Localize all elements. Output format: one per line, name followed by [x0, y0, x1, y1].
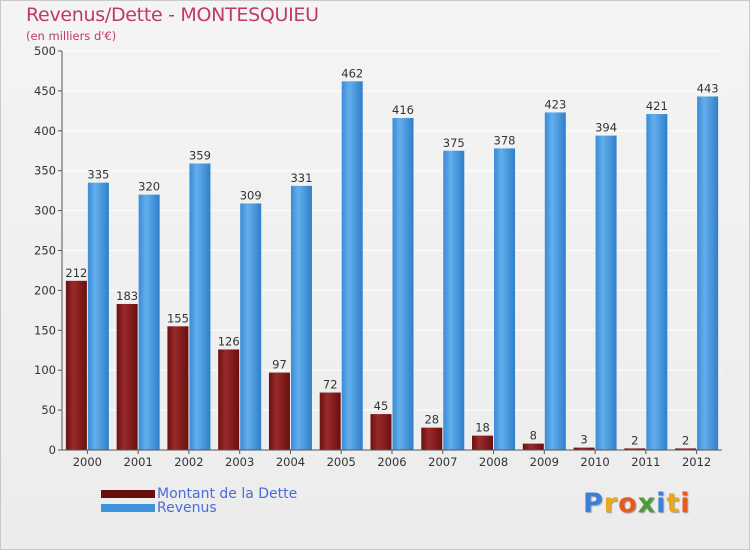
y-tick-label: 450 — [34, 84, 56, 98]
data-labels: 2123351833201553591263099733172462454162… — [65, 66, 718, 447]
legend-label-debt: Montant de la Dette — [157, 486, 298, 502]
debt-value-label: 8 — [530, 429, 537, 443]
x-tick-label: 2009 — [530, 455, 559, 469]
y-tick-label: 100 — [34, 363, 56, 377]
revenue-bar — [595, 135, 617, 450]
revenue-bar — [240, 203, 262, 450]
revenue-bar — [646, 114, 668, 451]
revenue-bar — [341, 81, 363, 450]
legend-item-revenue: Revenus — [101, 500, 217, 516]
logo-letter: t — [666, 488, 681, 519]
y-tick-label: 0 — [49, 443, 56, 457]
y-tick-label: 400 — [34, 124, 56, 138]
y-tick-label: 500 — [34, 44, 56, 58]
x-tick-label: 2008 — [479, 455, 508, 469]
revenue-value-label: 335 — [87, 168, 109, 182]
debt-value-label: 212 — [65, 266, 87, 280]
debt-value-label: 155 — [167, 311, 189, 325]
logo-letter: i — [656, 488, 667, 519]
y-tick-label: 300 — [34, 204, 56, 218]
x-tick-label: 2012 — [682, 455, 711, 469]
debt-value-label: 97 — [272, 358, 287, 372]
revenue-value-label: 416 — [392, 103, 414, 117]
debt-bar — [624, 448, 646, 450]
bars — [65, 81, 719, 451]
revenue-bar — [392, 118, 414, 451]
revenue-value-label: 320 — [138, 180, 160, 194]
y-tick-label: 150 — [34, 323, 56, 337]
revenue-value-label: 421 — [646, 99, 668, 113]
axes: 0 50 100 150 200 250 300 350 400 450 500 2000 2001 20… — [34, 44, 722, 469]
legend-item-debt: Montant de la Dette — [101, 486, 297, 502]
debt-value-label: 183 — [116, 289, 138, 303]
debt-bar — [573, 447, 595, 450]
debt-bar — [675, 448, 697, 450]
revenue-bar — [189, 163, 211, 450]
debt-bar — [116, 303, 138, 450]
logo-letter: r — [603, 488, 619, 519]
debt-bar — [522, 443, 544, 450]
x-tick-label: 2006 — [377, 455, 406, 469]
logo-letter: x — [637, 488, 657, 519]
revenue-value-label: 378 — [494, 133, 516, 147]
revenue-value-label: 309 — [240, 188, 262, 202]
revenue-bar — [443, 150, 465, 450]
debt-value-label: 3 — [580, 433, 587, 447]
legend-label-revenue: Revenus — [157, 500, 217, 516]
revenue-value-label: 375 — [443, 136, 465, 150]
debt-bar — [319, 392, 341, 450]
logo-letter: P — [583, 488, 604, 519]
y-tick-label: 250 — [34, 244, 56, 258]
revenue-value-label: 423 — [544, 97, 566, 111]
debt-value-label: 72 — [323, 378, 338, 392]
chart-subtitle: (en milliers d'€) — [26, 29, 117, 43]
debt-value-label: 126 — [218, 334, 240, 348]
revenue-bar — [87, 182, 109, 451]
revenue-bar — [544, 112, 566, 451]
debt-bar — [65, 280, 87, 450]
revenue-value-label: 394 — [595, 121, 617, 135]
revenue-bar — [697, 96, 719, 451]
y-tick-label: 200 — [34, 283, 56, 297]
debt-value-label: 45 — [374, 399, 389, 413]
debt-bar — [268, 372, 290, 450]
x-tick-label: 2003 — [225, 455, 254, 469]
debt-value-label: 28 — [424, 413, 439, 427]
chart-title: Revenus/Dette - MONTESQUIEU — [26, 4, 319, 26]
x-tick-label: 2000 — [73, 455, 102, 469]
revenue-bar — [138, 194, 160, 450]
revenue-bar — [494, 148, 516, 450]
debt-bar — [472, 435, 494, 450]
revenue-value-label: 331 — [290, 171, 312, 185]
debt-bar — [370, 414, 392, 450]
revenue-bar — [290, 185, 312, 450]
x-tick-label: 2007 — [428, 455, 457, 469]
revenue-value-label: 462 — [341, 66, 363, 80]
revenue-swatch — [101, 504, 155, 512]
x-tick-label: 2002 — [174, 455, 203, 469]
debt-bar — [218, 349, 240, 450]
debt-bar — [167, 326, 189, 450]
x-tick-label: 2001 — [124, 455, 153, 469]
logo-letter: o — [618, 488, 638, 519]
x-tick-label: 2010 — [580, 455, 609, 469]
debt-bar — [421, 427, 443, 450]
revenue-value-label: 443 — [697, 81, 719, 95]
x-tick-label: 2004 — [276, 455, 305, 469]
y-tick-label: 350 — [34, 164, 56, 178]
x-tick-label: 2011 — [631, 455, 660, 469]
proxiti-logo: Proxiti — [583, 488, 691, 519]
debt-value-label: 2 — [631, 433, 638, 447]
x-tick-label: 2005 — [327, 455, 356, 469]
debt-swatch — [101, 490, 155, 498]
logo-letter: i — [680, 488, 691, 519]
revenue-value-label: 359 — [189, 149, 211, 163]
debt-value-label: 2 — [682, 433, 689, 447]
y-tick-label: 50 — [41, 403, 56, 417]
debt-value-label: 18 — [475, 421, 490, 435]
